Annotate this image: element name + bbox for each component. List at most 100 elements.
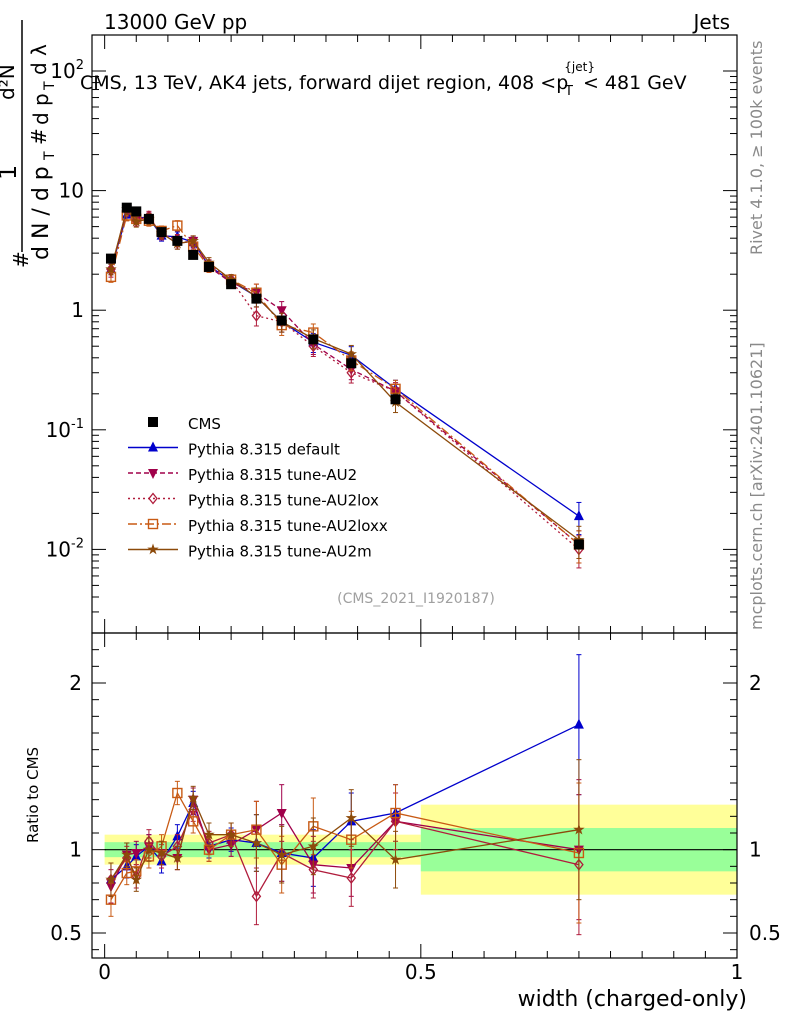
ratio-point-AU2m-12 (345, 812, 357, 823)
ratio-plot-area (105, 654, 585, 936)
main-point-CMS-4 (156, 227, 167, 238)
side-label-rivet: Rivet 4.1.0, ≥ 100k events (747, 41, 766, 255)
ratio-point-AU2m-0 (105, 873, 117, 885)
legend-item-AU2: Pythia 8.315 tune-AU2 (128, 466, 357, 484)
main-point-AU2lox-9 (251, 309, 262, 322)
legend-label-CMS: CMS (188, 415, 221, 433)
ratio-point-AU2m-11 (307, 840, 319, 852)
ratio-point-AU2-10 (276, 809, 287, 819)
main-y-axis-label: # 1 d N / d p T # d²N d p T d λ (0, 20, 58, 268)
svg-text:#: # (9, 251, 33, 268)
legend-marker-AU2lox (148, 492, 158, 505)
ratio-ytick-label-right-1: 1 (749, 838, 762, 862)
main-ytick-label-1: 10-1 (46, 417, 84, 442)
main-point-AU2loxx-5 (172, 220, 183, 231)
ratio-point-AU2loxx-6 (187, 816, 199, 827)
main-point-AU2m-8 (225, 273, 237, 285)
main-plot-area (105, 202, 585, 569)
legend-marker-AU2 (148, 469, 158, 479)
svg-text:#: # (27, 128, 51, 145)
main-point-CMS-0 (105, 253, 116, 264)
main-point-AU2m-12 (345, 348, 357, 359)
main-point-CMS-14 (573, 539, 584, 550)
main-point-default-14 (573, 510, 584, 521)
main-ytick-label-3: 10 (59, 179, 84, 203)
main-point-AU2m-6 (187, 234, 199, 246)
ratio-ytick-label-right-2: 2 (749, 671, 762, 695)
main-series-CMS (105, 202, 584, 550)
ratio-point-default-14 (573, 718, 584, 729)
x-axis-label: width (charged-only) (518, 987, 747, 1012)
ratio-ytick-label-left-2: 2 (69, 671, 82, 695)
legend-label-AU2lox: Pythia 8.315 tune-AU2lox (188, 492, 379, 510)
main-point-AU2m-14 (573, 533, 585, 545)
ratio-point-AU2loxx-5 (172, 787, 183, 799)
main-point-CMS-10 (276, 315, 287, 326)
legend-marker-AU2m (147, 543, 159, 555)
main-point-CMS-6 (188, 249, 199, 260)
ratio-point-AU2m-7 (203, 828, 215, 840)
ratio-xtick-label-1: 0.5 (405, 960, 437, 984)
svg-text:d λ: d λ (27, 44, 51, 75)
main-point-CMS-13 (390, 394, 401, 405)
main-series-default (105, 208, 584, 536)
ratio-point-AU2loxx-13 (390, 807, 401, 819)
header-left: 13000 GeV pp (104, 10, 247, 34)
svg-text:CMS, 13 TeV, AK4 jets, forward: CMS, 13 TeV, AK4 jets, forward dijet reg… (80, 60, 687, 99)
ratio-y-axis-label: Ratio to CMS (24, 747, 42, 843)
ratio-point-AU2m-13 (389, 853, 402, 865)
main-point-CMS-12 (346, 358, 357, 369)
main-point-AU2-10 (276, 306, 287, 317)
legend-label-AU2loxx: Pythia 8.315 tune-AU2loxx (188, 517, 388, 535)
ratio-ytick-label-left-1: 1 (69, 838, 82, 862)
main-point-CMS-7 (203, 261, 214, 272)
svg-text:T: T (42, 151, 58, 161)
ratio-point-AU2lox-12 (346, 871, 357, 885)
ratio-xtick-label-0: 0 (98, 960, 111, 984)
legend-marker-AU2loxx (147, 518, 159, 530)
ratio-point-AU2m-1 (121, 848, 133, 860)
svg-text:1: 1 (0, 165, 22, 180)
svg-text:T: T (42, 81, 58, 91)
ratio-series-AU2m (105, 759, 585, 901)
ratio-point-AU2m-10 (276, 848, 288, 860)
legend-item-AU2lox: Pythia 8.315 tune-AU2lox (128, 492, 379, 510)
svg-text:d p: d p (29, 93, 53, 125)
legend: CMS Pythia 8.315 default Pythia 8.315 tune… (128, 415, 388, 561)
main-point-CMS-5 (172, 235, 183, 246)
main-point-AU2lox-12 (346, 366, 357, 379)
ratio-point-AU2m-4 (155, 847, 168, 858)
ratio-point-AU2m-9 (250, 837, 263, 848)
main-point-CMS-11 (308, 334, 319, 345)
legend-item-default: Pythia 8.315 default (128, 441, 340, 459)
main-line-AU2m (110, 207, 580, 541)
legend-item-AU2loxx: Pythia 8.315 tune-AU2loxx (128, 517, 388, 535)
main-title: CMS, 13 TeV, AK4 jets, forward dijet reg… (80, 60, 687, 99)
ratio-ytick-label-left-0: 0.5 (50, 921, 82, 945)
legend-marker-default (148, 441, 158, 452)
main-point-CMS-1 (121, 202, 132, 213)
ratio-point-AU2lox-9 (251, 890, 262, 903)
main-series-AU2loxx (105, 209, 585, 564)
main-point-CMS-3 (143, 213, 154, 224)
legend-item-AU2m: Pythia 8.315 tune-AU2m (128, 543, 372, 561)
ratio-point-AU2m-8 (225, 828, 237, 840)
legend-label-AU2: Pythia 8.315 tune-AU2 (188, 466, 357, 484)
main-ytick-label-2: 1 (71, 298, 84, 322)
legend-label-default: Pythia 8.315 default (188, 441, 340, 459)
ratio-point-AU2m-2 (130, 873, 142, 885)
legend-item-CMS: CMS (148, 415, 221, 433)
main-series-AU2lox (106, 204, 584, 569)
ratio-point-AU2-2 (131, 849, 142, 859)
ratio-ytick-label-right-0: 0.5 (749, 921, 781, 945)
ratio-xtick-label-2: 1 (731, 960, 744, 984)
main-point-CMS-8 (226, 279, 237, 290)
header-right: Jets (692, 10, 730, 34)
main-ytick-label-0: 10-2 (46, 536, 84, 561)
side-label-mcplots: mcplots.cern.ch [arXiv:2401.10621] (747, 342, 766, 630)
ratio-point-AU2m-3 (143, 843, 155, 855)
ratio-point-AU2m-14 (573, 823, 585, 835)
main-line-AU2lox (110, 209, 580, 550)
